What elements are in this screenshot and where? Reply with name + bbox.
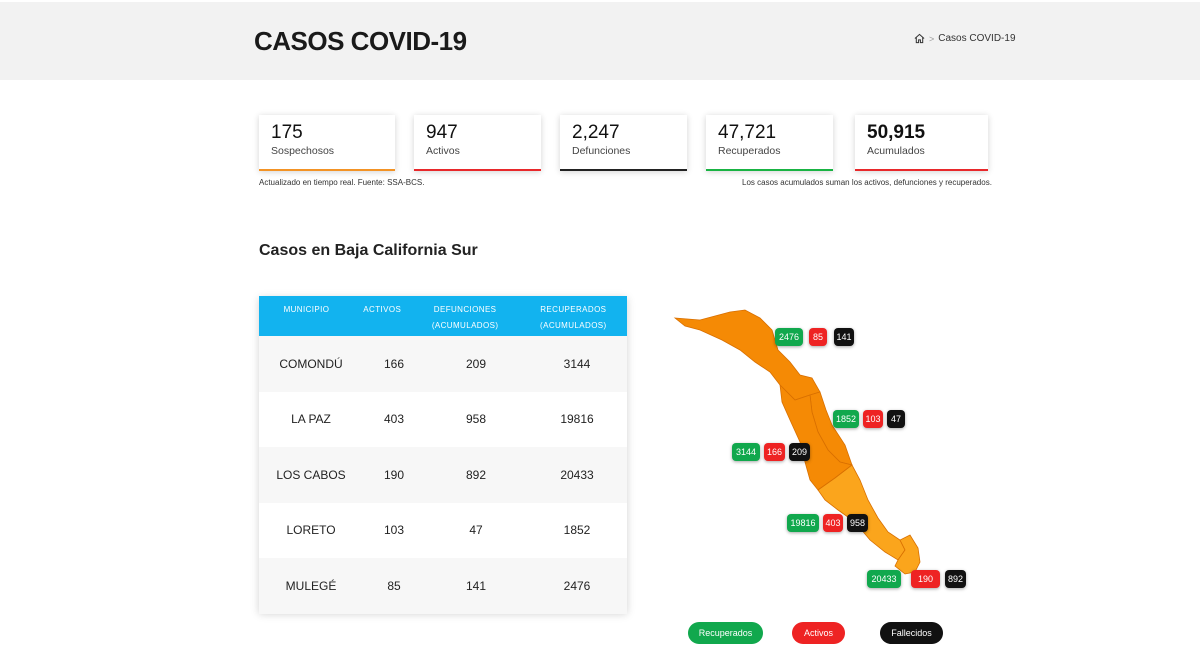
badge-los-cabos-recuperados: 20433 (867, 570, 901, 588)
table-body: COMONDÚ 166 209 3144 LA PAZ 403 958 1981… (259, 336, 627, 614)
stat-card-recuperados: 47,721 Recuperados (706, 115, 833, 171)
cell-recuperados: 1852 (563, 523, 591, 538)
stat-value: 947 (426, 122, 458, 143)
page-title: CASOS COVID-19 (254, 26, 467, 56)
cell-defunciones: 141 (465, 578, 487, 593)
stat-card-acumulados: 50,915 Acumulados (855, 115, 988, 171)
section-title: Casos en Baja California Sur (259, 242, 478, 259)
stat-value: 50,915 (867, 122, 926, 143)
legend-fallecidos: Fallecidos (880, 622, 943, 644)
cell-activos: 190 (383, 467, 405, 482)
column-header-defunciones: DEFUNCIONES (ACUMULADOS) (431, 305, 499, 330)
breadcrumb: > Casos COVID-19 (914, 33, 1016, 44)
cell-municipio: MULEGÉ (285, 578, 337, 593)
stat-card-defunciones: 2,247 Defunciones (560, 115, 687, 171)
stat-card-sospechosos: 175 Sospechosos (259, 115, 395, 171)
table-row: MULEGÉ 85 141 2476 (259, 558, 627, 614)
cell-activos: 166 (383, 356, 405, 371)
table-row: LOS CABOS 190 892 20433 (259, 447, 627, 503)
stat-bar (706, 169, 833, 171)
column-header-activos: ACTIVOS (363, 305, 402, 314)
badge-comondu-fallecidos: 209 (789, 443, 810, 461)
breadcrumb-separator: > (929, 33, 935, 44)
stat-bar (560, 169, 687, 171)
cell-activos: 103 (383, 523, 405, 538)
cell-recuperados: 19816 (560, 412, 594, 427)
stat-bar (855, 169, 988, 171)
table-row: LORETO 103 47 1852 (259, 503, 627, 559)
cell-municipio: LA PAZ (291, 412, 331, 427)
home-icon[interactable] (914, 33, 925, 44)
bcs-map (673, 309, 921, 575)
stat-value: 175 (271, 122, 303, 143)
badge-los-cabos-fallecidos: 892 (945, 570, 966, 588)
stat-value: 2,247 (572, 122, 620, 143)
cell-recuperados: 2476 (563, 578, 591, 593)
table-row: LA PAZ 403 958 19816 (259, 392, 627, 448)
cases-table: MUNICIPIO ACTIVOS DEFUNCIONES (ACUMULADO… (259, 296, 627, 614)
stat-label: Recuperados (718, 145, 781, 157)
badge-comondu-activos: 166 (764, 443, 785, 461)
badge-mulege-fallecidos: 141 (834, 328, 854, 346)
stat-bar (259, 169, 395, 171)
stat-label: Acumulados (867, 145, 925, 157)
badge-la-paz-fallecidos: 958 (847, 514, 868, 532)
badge-loreto-recuperados: 1852 (833, 410, 859, 428)
cell-defunciones: 209 (465, 356, 487, 371)
page-header: CASOS COVID-19 > Casos COVID-19 (0, 2, 1200, 80)
badge-comondu-recuperados: 3144 (732, 443, 760, 461)
cell-municipio: LORETO (286, 523, 336, 538)
stat-label: Defunciones (572, 145, 631, 157)
badge-los-cabos-activos: 190 (911, 570, 940, 588)
badge-loreto-activos: 103 (863, 410, 883, 428)
badge-mulege-activos: 85 (809, 328, 827, 346)
breadcrumb-current: Casos COVID-19 (938, 33, 1016, 44)
stat-label: Activos (426, 145, 460, 157)
badge-la-paz-recuperados: 19816 (787, 514, 819, 532)
table-header: MUNICIPIO ACTIVOS DEFUNCIONES (ACUMULADO… (259, 296, 627, 336)
cell-recuperados: 3144 (563, 356, 591, 371)
cell-defunciones: 47 (469, 523, 483, 538)
badge-la-paz-activos: 403 (823, 514, 843, 532)
badge-loreto-fallecidos: 47 (887, 410, 905, 428)
accumulated-note: Los casos acumulados suman los activos, … (742, 178, 992, 187)
legend-recuperados: Recuperados (688, 622, 763, 644)
map-region-los-cabos[interactable] (894, 534, 921, 575)
source-note: Actualizado en tiempo real. Fuente: SSA-… (259, 178, 425, 187)
table-row: COMONDÚ 166 209 3144 (259, 336, 627, 392)
badge-mulege-recuperados: 2476 (775, 328, 803, 346)
cell-municipio: COMONDÚ (279, 356, 343, 371)
cell-defunciones: 892 (465, 467, 487, 482)
stat-bar (414, 169, 541, 171)
column-header-recuperados: RECUPERADOS (ACUMULADOS) (540, 305, 607, 330)
legend-activos: Activos (792, 622, 845, 644)
stat-label: Sospechosos (271, 145, 335, 157)
cell-recuperados: 20433 (560, 467, 594, 482)
column-header-municipio: MUNICIPIO (283, 305, 330, 314)
stat-value: 47,721 (718, 122, 777, 143)
cell-activos: 85 (387, 578, 401, 593)
stat-card-activos: 947 Activos (414, 115, 541, 171)
cell-defunciones: 958 (465, 412, 487, 427)
map-region-mulege[interactable] (673, 309, 821, 401)
cell-municipio: LOS CABOS (276, 467, 346, 482)
cell-activos: 403 (383, 412, 405, 427)
